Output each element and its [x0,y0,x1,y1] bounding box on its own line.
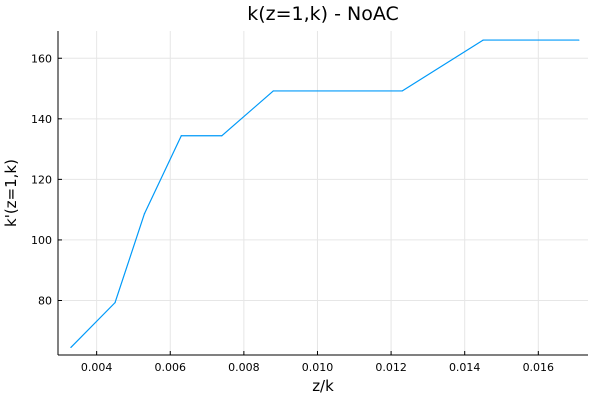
axes [57,31,588,356]
series-point [180,135,182,137]
series-point [114,302,116,304]
y-tick-label: 80 [38,294,52,307]
y-axis-label: k'(z=1,k) [2,159,20,227]
y-tick-label: 160 [31,52,52,65]
chart-title: k(z=1,k) - NoAC [247,3,399,25]
series-point [70,346,72,349]
tick-labels: 0.004 0.006 0.008 0.010 0.012 0.014 0.016 80 100… [31,52,554,374]
x-tick-label: 0.004 [81,361,113,374]
x-tick-label: 0.012 [375,361,407,374]
grid [58,31,588,355]
series-point [578,39,580,41]
series-point [272,90,274,92]
x-axis-label: z/k [312,377,334,395]
x-tick-label: 0.014 [449,361,481,374]
x-tick-label: 0.010 [302,361,334,374]
series-point [221,135,223,137]
series-layer [70,39,580,349]
x-tick-label: 0.016 [523,361,555,374]
x-tick-label: 0.006 [155,361,187,374]
series-point [143,212,146,215]
y-tick-label: 140 [31,113,52,126]
x-tick-label: 0.008 [228,361,260,374]
series-point [482,39,484,41]
y-tick-label: 100 [31,234,52,247]
series-point [401,90,403,92]
y-tick-label: 120 [31,173,52,186]
series-line [70,39,579,348]
